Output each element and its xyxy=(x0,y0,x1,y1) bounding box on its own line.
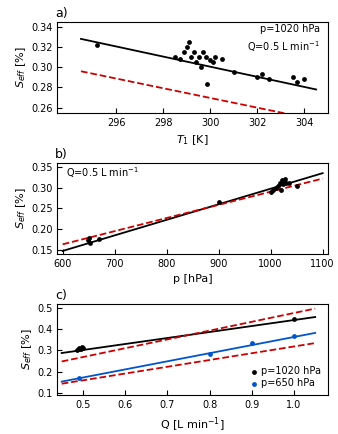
p=1020 hPa xyxy=(80,345,86,352)
Point xyxy=(294,182,299,189)
Text: p=1020 hPa
Q=0.5 L min$^{-1}$: p=1020 hPa Q=0.5 L min$^{-1}$ xyxy=(247,24,320,54)
Text: b): b) xyxy=(55,148,68,161)
p=650 hPa xyxy=(207,350,212,357)
Point xyxy=(182,49,187,56)
Point xyxy=(282,176,287,183)
Point xyxy=(219,56,225,62)
Point xyxy=(198,64,203,71)
Text: a): a) xyxy=(55,7,67,20)
Point xyxy=(172,54,178,61)
Point xyxy=(286,179,292,186)
Point xyxy=(187,39,192,46)
Point xyxy=(276,182,281,189)
p=650 hPa xyxy=(249,339,255,346)
Point xyxy=(193,59,199,66)
Point xyxy=(266,76,272,83)
Point xyxy=(259,71,265,78)
Point xyxy=(290,74,295,81)
Point xyxy=(295,79,300,86)
p=1020 hPa xyxy=(77,345,82,352)
Point xyxy=(200,49,206,56)
Text: Q=0.5 L min$^{-1}$: Q=0.5 L min$^{-1}$ xyxy=(66,165,138,181)
Point xyxy=(191,49,196,56)
Point xyxy=(216,199,221,206)
Point xyxy=(204,81,210,88)
Point xyxy=(273,184,279,191)
Point xyxy=(196,54,201,61)
Point xyxy=(85,237,90,243)
Point xyxy=(184,43,190,50)
p=1020 hPa xyxy=(75,347,80,354)
p=1020 hPa xyxy=(79,343,84,350)
Point xyxy=(301,76,307,83)
Point xyxy=(268,188,273,195)
p=1020 hPa xyxy=(291,315,297,322)
Point xyxy=(255,74,260,81)
Point xyxy=(96,236,102,243)
Y-axis label: $S_{eff}$ [%]: $S_{eff}$ [%] xyxy=(15,46,28,88)
Y-axis label: $S_{eff}$ [%]: $S_{eff}$ [%] xyxy=(15,187,28,229)
Point xyxy=(208,57,213,64)
Point xyxy=(270,186,276,193)
Point xyxy=(281,178,286,185)
Point xyxy=(95,42,100,49)
Point xyxy=(280,181,285,188)
Point xyxy=(86,235,91,242)
Y-axis label: $S_{eff}$ [%]: $S_{eff}$ [%] xyxy=(21,329,34,370)
Point xyxy=(231,69,237,76)
Point xyxy=(203,54,208,61)
X-axis label: Q [L min$^{-1}$]: Q [L min$^{-1}$] xyxy=(160,415,225,434)
p=650 hPa xyxy=(76,375,81,382)
X-axis label: $T_1$ [K]: $T_1$ [K] xyxy=(176,133,209,147)
X-axis label: p [hPa]: p [hPa] xyxy=(173,274,213,284)
p=1020 hPa xyxy=(76,345,81,352)
Point xyxy=(279,186,284,193)
Text: c): c) xyxy=(55,289,67,302)
p=650 hPa xyxy=(291,332,297,339)
Point xyxy=(177,56,183,62)
Point xyxy=(189,54,194,61)
Point xyxy=(210,59,215,66)
Legend: p=1020 hPa, p=650 hPa: p=1020 hPa, p=650 hPa xyxy=(248,364,323,390)
Point xyxy=(212,54,218,61)
Point xyxy=(88,240,93,247)
Point xyxy=(284,180,289,187)
p=1020 hPa xyxy=(78,346,83,353)
Point xyxy=(277,180,283,187)
Point xyxy=(280,177,285,184)
